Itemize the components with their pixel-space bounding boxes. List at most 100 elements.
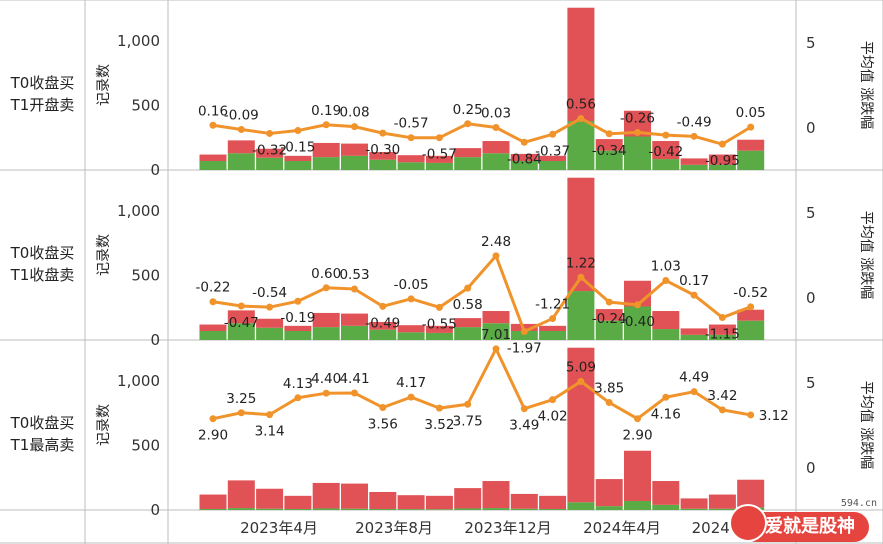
data-label: 3.14: [255, 424, 285, 440]
avg-change-point: [690, 291, 698, 299]
bar-green: [595, 150, 623, 170]
bar-green: [567, 121, 595, 170]
bar-red: [312, 142, 340, 158]
bar-green: [256, 327, 284, 340]
data-label: -0.22: [196, 280, 231, 296]
left-tick-label: 1,000: [117, 32, 160, 50]
left-tick-label: 0: [150, 161, 160, 179]
bar-green: [397, 509, 425, 510]
data-label: -0.47: [224, 315, 259, 331]
data-label: 0.17: [679, 273, 709, 289]
left-tick-label: 0: [150, 501, 160, 519]
bar-green: [312, 157, 340, 170]
bar-red: [397, 155, 425, 163]
avg-change-point: [266, 411, 274, 419]
bar-red: [425, 155, 453, 163]
avg-change-point: [747, 303, 755, 311]
avg-change-point: [520, 327, 528, 335]
data-label: 0.56: [566, 96, 596, 112]
bar-green: [341, 508, 368, 510]
data-label: -0.52: [733, 285, 768, 301]
data-label: 3.12: [759, 408, 789, 424]
bar-green: [652, 159, 680, 170]
data-label: -0.57: [422, 147, 457, 163]
bar-green: [369, 508, 397, 510]
avg-change-point: [605, 130, 613, 138]
avg-change-point: [435, 404, 443, 412]
x-tick-label: 2023年12月: [464, 519, 551, 537]
bar-red: [567, 177, 595, 292]
data-label: 4.02: [538, 409, 568, 425]
data-label: 0.19: [311, 103, 341, 119]
bar-green: [227, 153, 255, 170]
bar-red: [397, 325, 425, 333]
data-label: 0.60: [311, 266, 341, 282]
bar-red: [227, 480, 255, 509]
data-label: -0.95: [705, 153, 740, 169]
data-label: 3.56: [368, 416, 398, 432]
bar-green: [397, 162, 425, 170]
data-label: 2.48: [481, 234, 511, 250]
bar-green: [482, 323, 510, 340]
avg-change-point: [690, 132, 698, 140]
bar-green: [595, 506, 623, 510]
bar-green: [680, 334, 708, 340]
left-tick-label: 500: [131, 267, 160, 285]
bar-green: [510, 508, 538, 510]
avg-change-point: [435, 303, 443, 311]
avg-change-point: [718, 314, 726, 322]
data-label: -0.54: [252, 285, 287, 301]
avg-change-point: [379, 403, 387, 411]
data-label: 4.17: [396, 375, 426, 391]
avg-change-point: [549, 396, 557, 404]
avg-change-point: [605, 298, 613, 306]
x-tick-label: 2023年4月: [240, 519, 318, 537]
bar-green: [284, 508, 312, 510]
bar-green: [341, 155, 368, 170]
row-label-2-line-1: T0收盘买: [10, 244, 75, 262]
right-tick-label: 0: [806, 459, 816, 477]
left-tick-label: 1,000: [117, 372, 160, 390]
avg-change-point: [407, 134, 415, 142]
left-axis-title: 记录数: [96, 404, 112, 446]
left-tick-label: 500: [131, 97, 160, 115]
bar-green: [425, 162, 453, 170]
avg-change-point: [351, 285, 358, 293]
data-label: 3.75: [453, 413, 483, 429]
bar-red: [369, 151, 397, 160]
avg-change-point: [407, 295, 415, 303]
bar-green: [624, 500, 651, 510]
data-label: 4.16: [651, 406, 681, 422]
data-label: -1.21: [535, 297, 570, 313]
data-label: 4.13: [283, 376, 313, 392]
avg-change-point: [492, 252, 500, 260]
bar-red: [595, 139, 623, 151]
data-label: -0.24: [592, 311, 627, 327]
bar-red: [567, 347, 595, 503]
bar-red: [312, 312, 340, 328]
bar-green: [539, 330, 567, 340]
bar-red: [454, 488, 482, 509]
bar-red: [595, 479, 623, 507]
bar-red: [199, 324, 227, 331]
bar-red: [312, 482, 340, 509]
avg-change-point: [464, 400, 472, 408]
avg-change-point: [690, 388, 698, 396]
data-label: 7.01: [481, 327, 511, 343]
left-tick-label: 1,000: [117, 202, 160, 220]
bar-red: [482, 481, 510, 509]
data-label: 0.53: [339, 267, 369, 283]
bar-green: [425, 332, 453, 340]
avg-change-point: [379, 129, 387, 137]
bar-green: [454, 508, 482, 510]
avg-change-point: [577, 377, 585, 385]
avg-change-line: [212, 347, 751, 421]
bar-red: [595, 309, 623, 321]
avg-change-point: [322, 121, 330, 129]
right-tick-label: 5: [806, 34, 816, 52]
bar-red: [284, 495, 312, 509]
data-label: 3.52: [424, 417, 454, 433]
data-label: 2.90: [198, 428, 228, 444]
avg-change-point: [237, 409, 245, 417]
avg-change-point: [435, 134, 443, 142]
